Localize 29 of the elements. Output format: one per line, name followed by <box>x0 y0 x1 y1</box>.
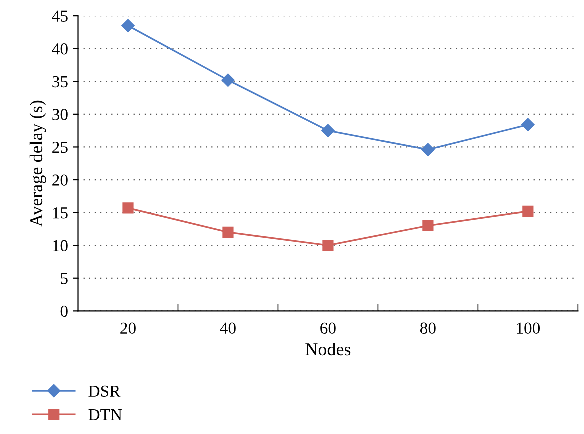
legend-label: DTN <box>88 410 122 420</box>
point <box>322 240 334 252</box>
y-tick-label: 25 <box>52 142 68 154</box>
y-tick-label: 20 <box>52 174 68 186</box>
point <box>422 143 435 156</box>
y-tick-label: 5 <box>61 273 68 284</box>
y-tick-label: 15 <box>53 208 68 219</box>
legend-label: DSR <box>88 386 121 398</box>
point <box>122 19 135 32</box>
point <box>522 206 534 218</box>
x-tick-label: 100 <box>517 322 540 334</box>
y-tick-label: 30 <box>52 109 68 120</box>
y-tick-label: 40 <box>52 44 68 55</box>
point <box>422 220 434 232</box>
y-tick-label: 35 <box>52 76 68 88</box>
x-tick-label: 20 <box>120 322 136 334</box>
x-tick-label: 60 <box>320 322 336 334</box>
point <box>222 74 235 87</box>
x-axis-title: Nodes <box>306 342 351 356</box>
x-tick-label: 40 <box>220 322 236 334</box>
y-tick-label: 45 <box>52 10 68 22</box>
y-tick-label: 10 <box>53 240 68 252</box>
y-tick-label: 0 <box>60 306 68 318</box>
point <box>522 118 535 132</box>
x-tick-label: 80 <box>420 322 436 334</box>
point <box>322 124 335 138</box>
point <box>222 226 234 238</box>
y-axis-title: Average delay (s) <box>30 100 46 227</box>
point <box>122 202 134 214</box>
